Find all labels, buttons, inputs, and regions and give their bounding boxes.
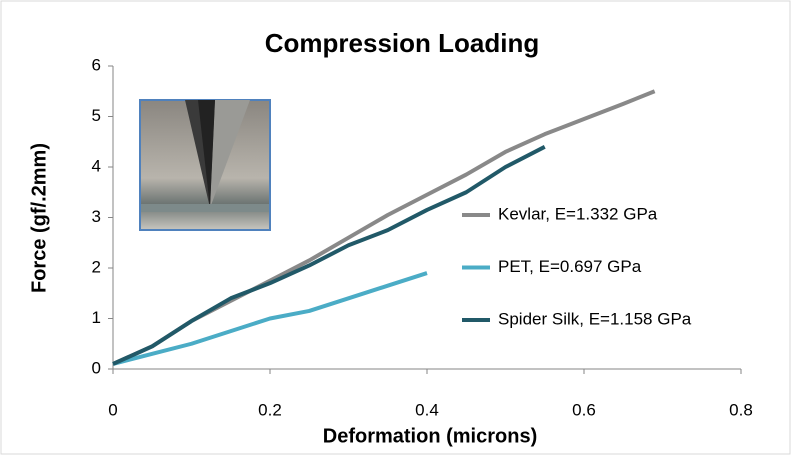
x-tick-label: 0.2 bbox=[258, 400, 282, 419]
x-tick-label: 0.6 bbox=[572, 400, 596, 419]
x-axis-label: Deformation (microns) bbox=[323, 425, 537, 447]
series-line bbox=[112, 145, 546, 366]
y-axis-label: Force (gf/.2mm) bbox=[28, 143, 50, 293]
inset-photo bbox=[139, 99, 271, 231]
y-tick-label: 0 bbox=[92, 358, 101, 377]
y-tick-label: 6 bbox=[92, 55, 101, 74]
x-tick-label: 0 bbox=[108, 400, 117, 419]
legend-label: PET, E=0.697 GPa bbox=[498, 257, 642, 276]
y-tick-label: 3 bbox=[92, 207, 101, 226]
y-tick-label: 2 bbox=[92, 257, 101, 276]
x-tick-label: 0.8 bbox=[729, 400, 753, 419]
legend-label: Spider Silk, E=1.158 GPa bbox=[498, 309, 692, 328]
x-tick-label: 0.4 bbox=[415, 400, 439, 419]
y-tick-label: 4 bbox=[92, 156, 101, 175]
series-line bbox=[112, 271, 428, 366]
y-tick-label: 1 bbox=[92, 308, 101, 327]
chart-title: Compression Loading bbox=[265, 28, 539, 58]
legend-label: Kevlar, E=1.332 GPa bbox=[498, 204, 658, 223]
y-tick-label: 5 bbox=[92, 106, 101, 125]
